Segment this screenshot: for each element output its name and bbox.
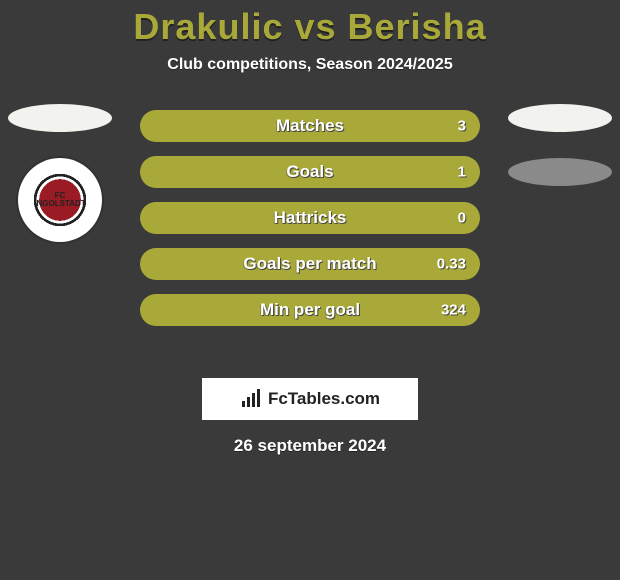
stat-value-right: 0	[458, 210, 466, 227]
snapshot-date: 26 september 2024	[0, 436, 620, 456]
stat-bar: Goals 1	[140, 156, 480, 188]
comparison-title: Drakulic vs Berisha	[0, 0, 620, 48]
bars-icon	[240, 389, 264, 409]
player-photo-placeholder	[508, 104, 612, 132]
player-photo-placeholder	[8, 104, 112, 132]
comparison-panel: FC INGOLSTADT Matches 3 Goals 1 Hattricks 0 Go…	[0, 110, 620, 370]
right-player-column	[500, 102, 620, 186]
stat-value-right: 3	[458, 118, 466, 135]
source-logo-text: FcTables.com	[268, 389, 380, 409]
season-subtitle: Club competitions, Season 2024/2025	[0, 56, 620, 74]
source-logo: FcTables.com	[202, 378, 418, 420]
club-crest: FC INGOLSTADT	[18, 158, 102, 242]
stat-bar: Hattricks 0	[140, 202, 480, 234]
stat-value-right: 1	[458, 164, 466, 181]
stat-value-right: 0.33	[437, 256, 466, 273]
left-player-column: FC INGOLSTADT	[0, 102, 120, 242]
stats-bars: Matches 3 Goals 1 Hattricks 0 Goals per match 0…	[140, 110, 480, 340]
stat-label: Matches	[276, 116, 344, 136]
stat-bar: Goals per match 0.33	[140, 248, 480, 280]
stat-label: Goals per match	[243, 254, 376, 274]
stat-label: Goals	[286, 162, 333, 182]
club-crest-placeholder	[508, 158, 612, 186]
stat-bar: Matches 3	[140, 110, 480, 142]
stat-value-right: 324	[441, 302, 466, 319]
stat-label: Hattricks	[274, 208, 347, 228]
stat-label: Min per goal	[260, 300, 360, 320]
club-crest-label: FC INGOLSTADT	[28, 168, 92, 232]
stat-bar: Min per goal 324	[140, 294, 480, 326]
